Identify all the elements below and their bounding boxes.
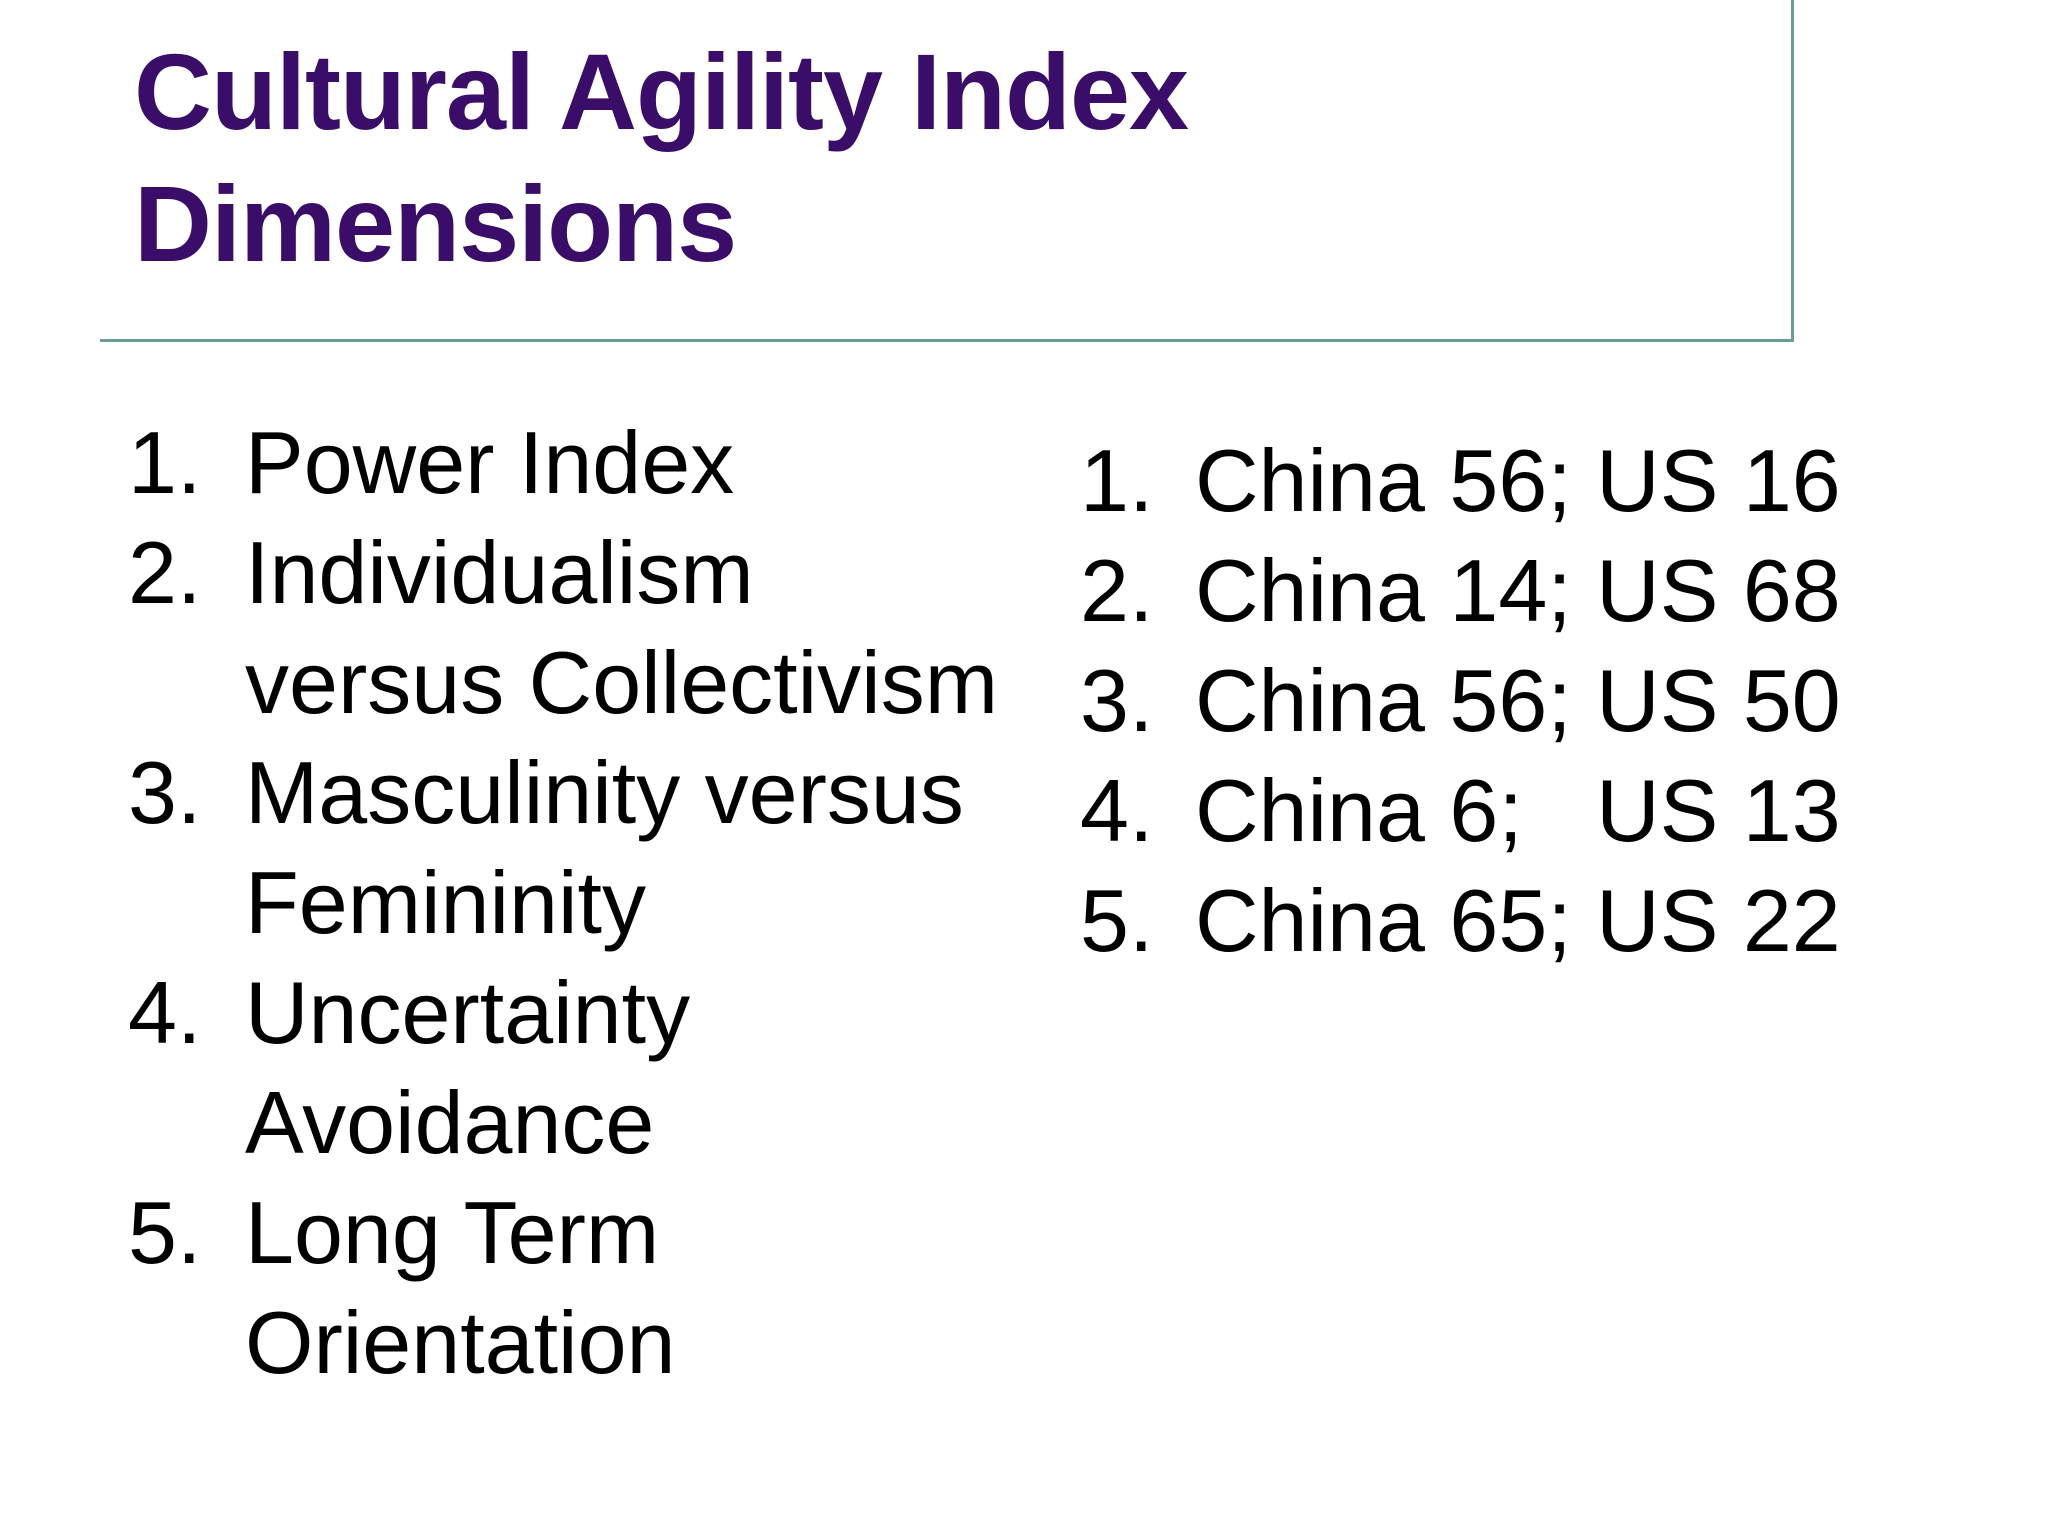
list-item: 3. Masculinity versus Femininity xyxy=(128,738,1048,958)
list-item: 3. China 56; US 50 xyxy=(1080,646,2010,756)
list-item-text: Masculinity versus Femininity xyxy=(245,743,964,952)
list-item: 2. Individualism versus Collectivism xyxy=(128,518,1048,738)
list-item-text: China 65; US 22 xyxy=(1195,871,1841,970)
list-item-text: Individualism versus Collectivism xyxy=(245,523,999,732)
list-item-number: 2. xyxy=(1080,541,1154,640)
list-item-number: 1. xyxy=(1080,431,1154,530)
list-item-text: Long Term Orientation xyxy=(245,1183,676,1392)
list-item: 5. China 65; US 22 xyxy=(1080,866,2010,976)
title-border-box xyxy=(100,0,1794,342)
list-item-text: Uncertainty Avoidance xyxy=(245,963,691,1172)
list-item-number: 1. xyxy=(128,413,202,512)
list-item: 4. Uncertainty Avoidance xyxy=(128,958,1048,1178)
list-item: 1. China 56; US 16 xyxy=(1080,426,2010,536)
list-item-text: China 56; US 50 xyxy=(1195,651,1841,750)
list-item-text: China 56; US 16 xyxy=(1195,431,1841,530)
list-item-number: 2. xyxy=(128,523,202,622)
list-item-text: China 14; US 68 xyxy=(1195,541,1841,640)
list-item-text: China 6; US 13 xyxy=(1195,761,1841,860)
list-item-number: 5. xyxy=(1080,871,1154,970)
list-item-text: Power Index xyxy=(245,413,735,512)
scores-list: 1. China 56; US 16 2. China 14; US 68 3.… xyxy=(1080,426,2010,976)
list-item: 2. China 14; US 68 xyxy=(1080,536,2010,646)
page-title: Cultural Agility Index Dimensions xyxy=(134,31,1189,284)
list-item: 1. Power Index xyxy=(128,408,1048,518)
list-item-number: 3. xyxy=(128,743,202,842)
list-item: 4. China 6; US 13 xyxy=(1080,756,2010,866)
list-item-number: 4. xyxy=(1080,761,1154,860)
list-item-number: 3. xyxy=(1080,651,1154,750)
list-item-number: 4. xyxy=(128,963,202,1062)
list-item: 5. Long Term Orientation xyxy=(128,1178,1048,1398)
dimensions-list: 1. Power Index 2. Individualism versus C… xyxy=(128,408,1048,1398)
list-item-number: 5. xyxy=(128,1183,202,1282)
